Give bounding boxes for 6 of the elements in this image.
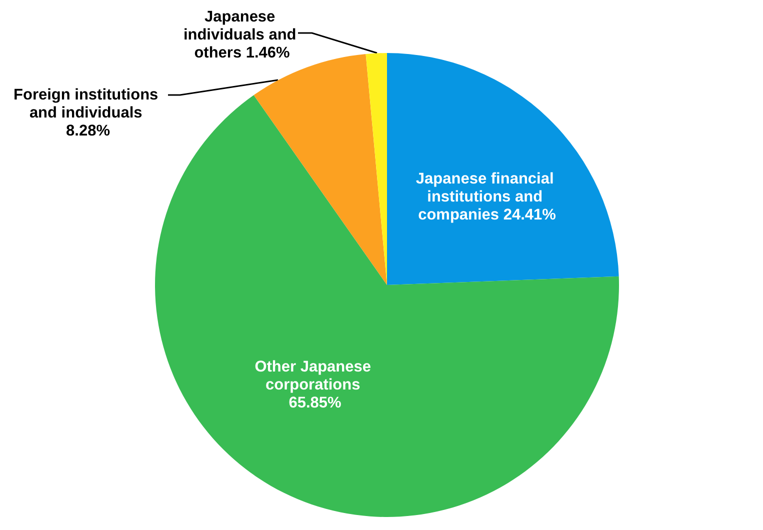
data-label: 8.28% [66,122,110,140]
data-label: 65.85% [288,394,342,412]
slice-label: Japanese individuals and others 1.46% [183,8,301,62]
slice-label: Japanese financial institutions and companies 24.41% [416,170,558,224]
slice-label: Foreign institutions and individuals [14,86,162,122]
slice-label: Other Japanese corporations [254,358,376,394]
